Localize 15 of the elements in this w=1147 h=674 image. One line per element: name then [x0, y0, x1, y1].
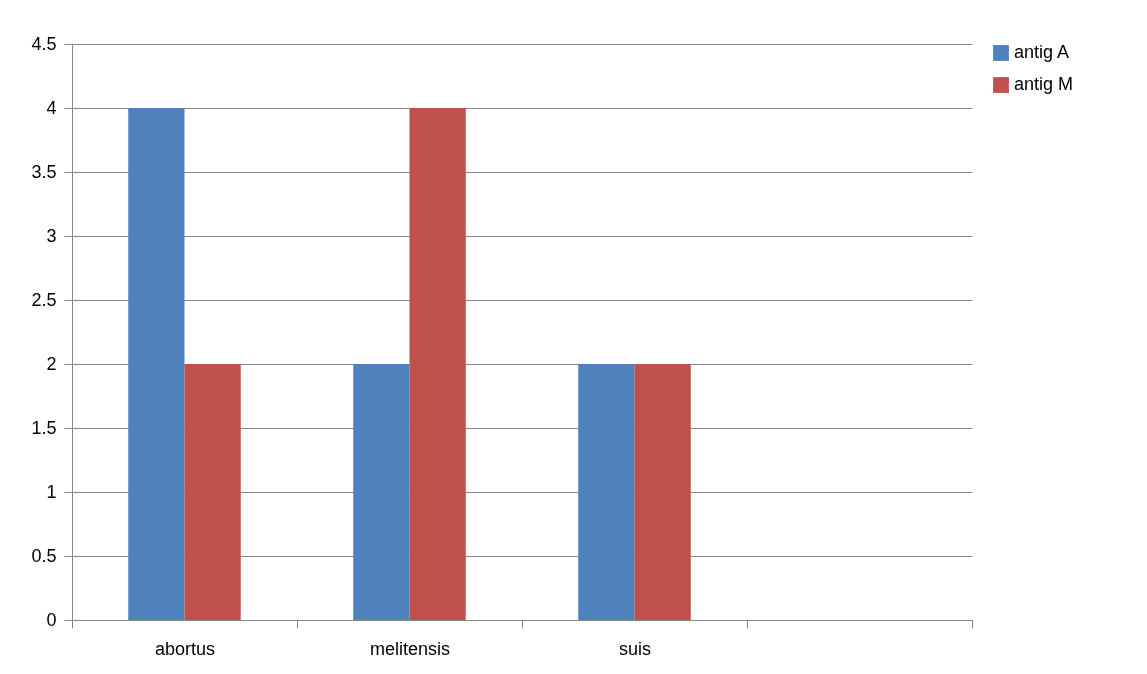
y-tick-label: 2 — [46, 353, 57, 374]
legend-label: antig A — [1014, 42, 1070, 62]
y-tick-label: 2.5 — [31, 289, 57, 310]
y-tick-label: 4 — [46, 97, 57, 118]
legend-label: antig M — [1014, 74, 1074, 94]
y-tick-label: 0 — [46, 609, 57, 630]
y-tick-label: 3.5 — [31, 161, 57, 182]
y-tick-label: 0.5 — [31, 545, 57, 566]
x-tick-label: abortus — [154, 638, 216, 659]
y-tick-label: 1.5 — [31, 417, 57, 438]
y-tick-label: 3 — [46, 225, 57, 246]
x-tick-label: melitensis — [369, 638, 451, 659]
y-tick-label: 1 — [46, 481, 57, 502]
y-tick-label: 4.5 — [31, 33, 57, 54]
x-tick-label: suis — [618, 638, 652, 659]
